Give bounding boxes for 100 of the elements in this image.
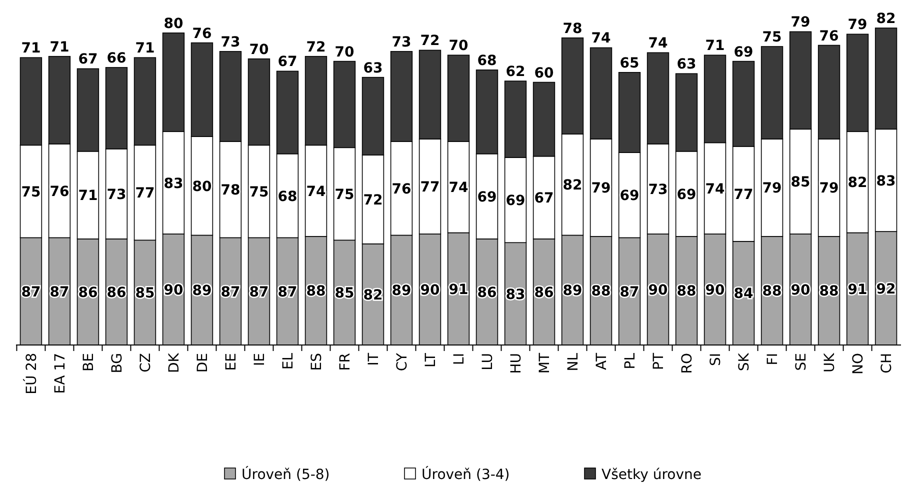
data-label: 73	[648, 182, 668, 198]
data-label: 85	[334, 286, 354, 302]
data-label: 63	[363, 60, 383, 76]
x-tick-label: LU	[480, 353, 496, 370]
data-label: 87	[278, 284, 298, 300]
data-label: 90	[164, 282, 184, 298]
data-label: 90	[648, 282, 668, 298]
data-label: 92	[876, 281, 896, 298]
data-label: 86	[78, 284, 98, 301]
data-label: 75	[21, 184, 41, 200]
data-label: 86	[534, 284, 554, 301]
data-label: 88	[762, 284, 782, 300]
data-label: 84	[734, 286, 754, 302]
data-label: 68	[278, 188, 298, 205]
x-tick-label: DK	[166, 352, 182, 373]
data-label: 67	[278, 54, 298, 70]
data-label: 77	[420, 180, 440, 196]
x-tick-label: SK	[736, 352, 753, 372]
x-tick-label: EA 17	[52, 353, 68, 394]
data-label: 60	[534, 65, 554, 82]
x-tick-label: BE	[80, 353, 97, 372]
data-label: 70	[249, 42, 269, 58]
data-label: 83	[876, 173, 896, 190]
data-label: 77	[734, 186, 754, 203]
x-tick-label: LT	[423, 352, 439, 368]
data-label: 80	[192, 178, 212, 195]
x-tick-label: EÚ 28	[22, 353, 40, 394]
data-label: 91	[448, 282, 468, 298]
x-tick-label: DE	[194, 353, 211, 373]
x-tick-label: NL	[566, 352, 582, 372]
data-label: 79	[762, 180, 782, 197]
data-label: 90	[420, 282, 440, 298]
x-tick-label: CZ	[138, 353, 154, 372]
data-label: 88	[819, 284, 839, 300]
data-label: 80	[164, 16, 184, 32]
data-label: 82	[562, 178, 582, 194]
data-label: 79	[819, 180, 839, 197]
x-tick-label: LI	[452, 353, 468, 365]
x-tick-label: ES	[308, 352, 325, 371]
data-label: 68	[477, 52, 497, 69]
x-tick-label: CY	[394, 352, 410, 372]
data-label: 76	[192, 26, 212, 42]
data-label: 76	[819, 28, 839, 44]
data-label: 73	[220, 34, 240, 50]
data-label: 89	[192, 283, 212, 300]
x-tick-label: MT	[537, 352, 554, 374]
data-label: 89	[562, 283, 582, 300]
data-label: 73	[392, 34, 412, 50]
data-label: 67	[534, 190, 554, 207]
data-label: 74	[306, 184, 326, 200]
data-label: 78	[562, 20, 582, 37]
data-label: 70	[334, 44, 354, 60]
data-label: 72	[363, 192, 383, 208]
data-label: 79	[848, 17, 868, 34]
x-tick-label: IT	[366, 352, 382, 366]
data-label: 69	[676, 186, 696, 203]
data-label: 82	[363, 287, 383, 304]
data-label: 86	[106, 284, 126, 301]
data-label: 87	[620, 284, 640, 300]
data-label: 87	[21, 284, 41, 300]
data-label: 85	[135, 286, 155, 302]
data-label: 91	[848, 282, 868, 298]
data-label: 66	[106, 50, 126, 66]
data-label: 70	[448, 38, 468, 54]
data-label: 74	[648, 36, 668, 52]
data-label: 89	[392, 283, 412, 300]
data-label: 87	[50, 284, 70, 300]
data-label: 75	[249, 184, 269, 200]
legend-label: Úroveň (5-8)	[242, 466, 330, 483]
data-label: 65	[620, 55, 640, 72]
data-label: 72	[420, 33, 440, 50]
data-label: 83	[164, 176, 184, 192]
data-label: 69	[477, 189, 497, 206]
data-label: 88	[676, 284, 696, 300]
x-tick-label: PL	[622, 352, 639, 370]
data-label: 74	[591, 30, 612, 47]
data-label: 69	[734, 44, 754, 60]
x-tick-label: FR	[337, 352, 354, 371]
data-label: 79	[790, 14, 810, 31]
data-label: 76	[392, 181, 412, 198]
x-tick-label: BG	[109, 353, 126, 374]
x-tick-label: AT	[594, 352, 610, 370]
data-label: 85	[790, 174, 810, 191]
data-label: 86	[477, 284, 497, 301]
data-label: 87	[249, 284, 269, 300]
data-label: 78	[220, 182, 240, 199]
data-label: 67	[78, 52, 98, 68]
legend-label: Všetky úrovne	[602, 467, 702, 483]
data-label: 74	[705, 181, 726, 198]
data-label: 90	[790, 282, 811, 298]
data-label: 88	[591, 284, 611, 300]
data-label: 73	[106, 186, 126, 203]
x-tick-label: EL	[280, 352, 296, 370]
x-tick-label: UK	[822, 352, 838, 372]
data-label: 62	[506, 64, 526, 80]
data-label: 76	[50, 184, 70, 200]
data-label: 88	[306, 284, 326, 300]
data-label: 63	[676, 56, 696, 73]
x-tick-label: FI	[765, 353, 782, 366]
data-label: 82	[848, 175, 868, 192]
